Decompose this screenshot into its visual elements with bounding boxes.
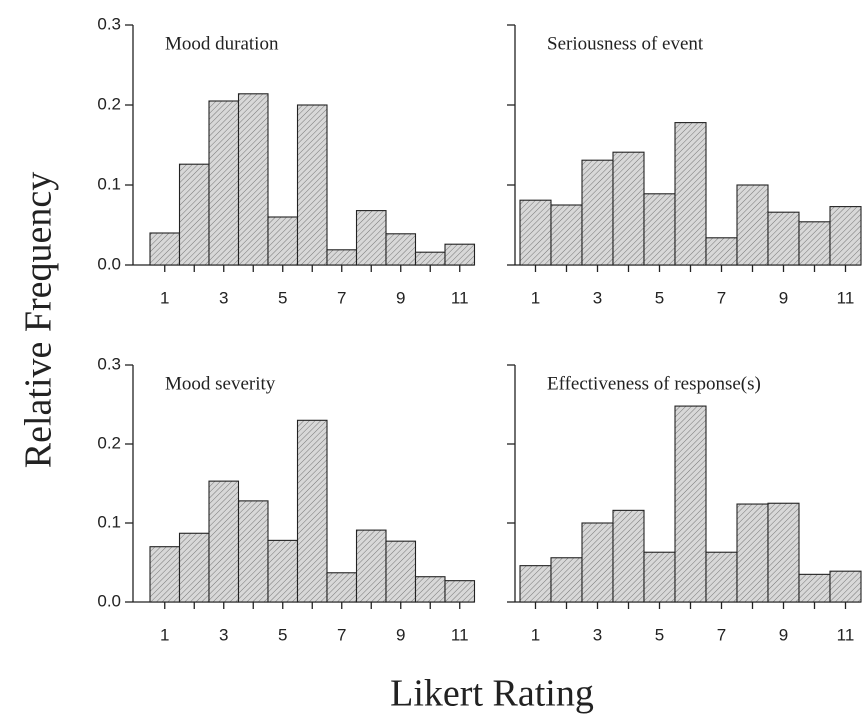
bar — [149, 546, 181, 603]
bar — [355, 529, 387, 603]
bar — [705, 237, 738, 266]
y-tick-label: 0.2 — [97, 433, 121, 452]
x-tick-label: 7 — [717, 625, 726, 644]
panel-title: Seriousness of event — [547, 33, 704, 54]
panel-title: Mood severity — [165, 373, 276, 394]
x-tick-label: 9 — [779, 288, 788, 307]
x-tick-label: 11 — [451, 288, 469, 307]
y-tick-label: 0.3 — [97, 14, 121, 33]
bar — [674, 122, 707, 266]
bar — [149, 232, 181, 266]
bar — [267, 539, 299, 603]
bar — [798, 573, 831, 603]
x-tick-label: 9 — [779, 625, 788, 644]
y-tick-label: 0.1 — [97, 174, 121, 193]
bar — [736, 503, 769, 603]
x-tick-label: 5 — [655, 625, 664, 644]
bar — [237, 500, 269, 603]
y-tick-label: 0.0 — [97, 254, 121, 273]
y-tick-label: 0.2 — [97, 94, 121, 113]
x-tick-label: 7 — [337, 288, 346, 307]
bar — [326, 249, 358, 266]
x-axis-label: Likert Rating — [390, 673, 594, 715]
x-tick-label: 9 — [396, 288, 405, 307]
y-axis-label: Relative Frequency — [18, 172, 60, 469]
x-tick-label: 7 — [337, 625, 346, 644]
x-tick-label: 5 — [278, 288, 287, 307]
x-tick-label: 3 — [219, 625, 228, 644]
x-tick-label: 1 — [531, 288, 540, 307]
bar — [550, 204, 583, 266]
bar — [519, 565, 552, 603]
y-tick-label: 0.0 — [97, 591, 121, 610]
y-tick-label: 0.3 — [97, 354, 121, 373]
x-tick-label: 1 — [160, 288, 169, 307]
x-tick-label: 11 — [837, 288, 855, 307]
bar — [296, 104, 328, 266]
bar — [296, 419, 328, 603]
bar — [444, 580, 476, 603]
y-tick-label: 0.1 — [97, 512, 121, 531]
panel-title: Effectiveness of response(s) — [547, 373, 761, 394]
bar — [736, 184, 769, 266]
bar — [519, 199, 552, 266]
bar — [414, 576, 446, 603]
x-tick-label: 3 — [219, 288, 228, 307]
bar — [267, 216, 299, 266]
bar — [550, 557, 583, 603]
bar — [385, 540, 417, 603]
x-tick-label: 5 — [278, 625, 287, 644]
bar — [798, 221, 831, 266]
bar — [444, 243, 476, 266]
bar — [208, 100, 240, 266]
bar — [612, 151, 645, 266]
bar — [612, 509, 645, 603]
x-tick-label: 3 — [593, 288, 602, 307]
bar — [208, 480, 240, 603]
x-tick-label: 7 — [717, 288, 726, 307]
bar — [178, 163, 210, 266]
bar — [237, 93, 269, 266]
panel-title: Mood duration — [165, 33, 279, 54]
x-tick-label: 11 — [837, 625, 855, 644]
bar — [643, 193, 676, 266]
bar — [581, 159, 614, 266]
bar — [767, 211, 800, 266]
bar — [385, 233, 417, 266]
bar — [705, 551, 738, 603]
x-tick-label: 1 — [160, 625, 169, 644]
bar — [414, 251, 446, 266]
x-tick-label: 3 — [593, 625, 602, 644]
bar — [674, 405, 707, 603]
bar — [643, 551, 676, 603]
x-tick-label: 11 — [451, 625, 469, 644]
bar — [178, 532, 210, 603]
bar — [326, 572, 358, 603]
x-tick-label: 5 — [655, 288, 664, 307]
x-tick-label: 1 — [531, 625, 540, 644]
x-tick-label: 9 — [396, 625, 405, 644]
bar — [829, 206, 862, 266]
bar — [581, 522, 614, 603]
bar — [767, 502, 800, 603]
bar — [355, 210, 387, 266]
bar — [829, 570, 862, 603]
